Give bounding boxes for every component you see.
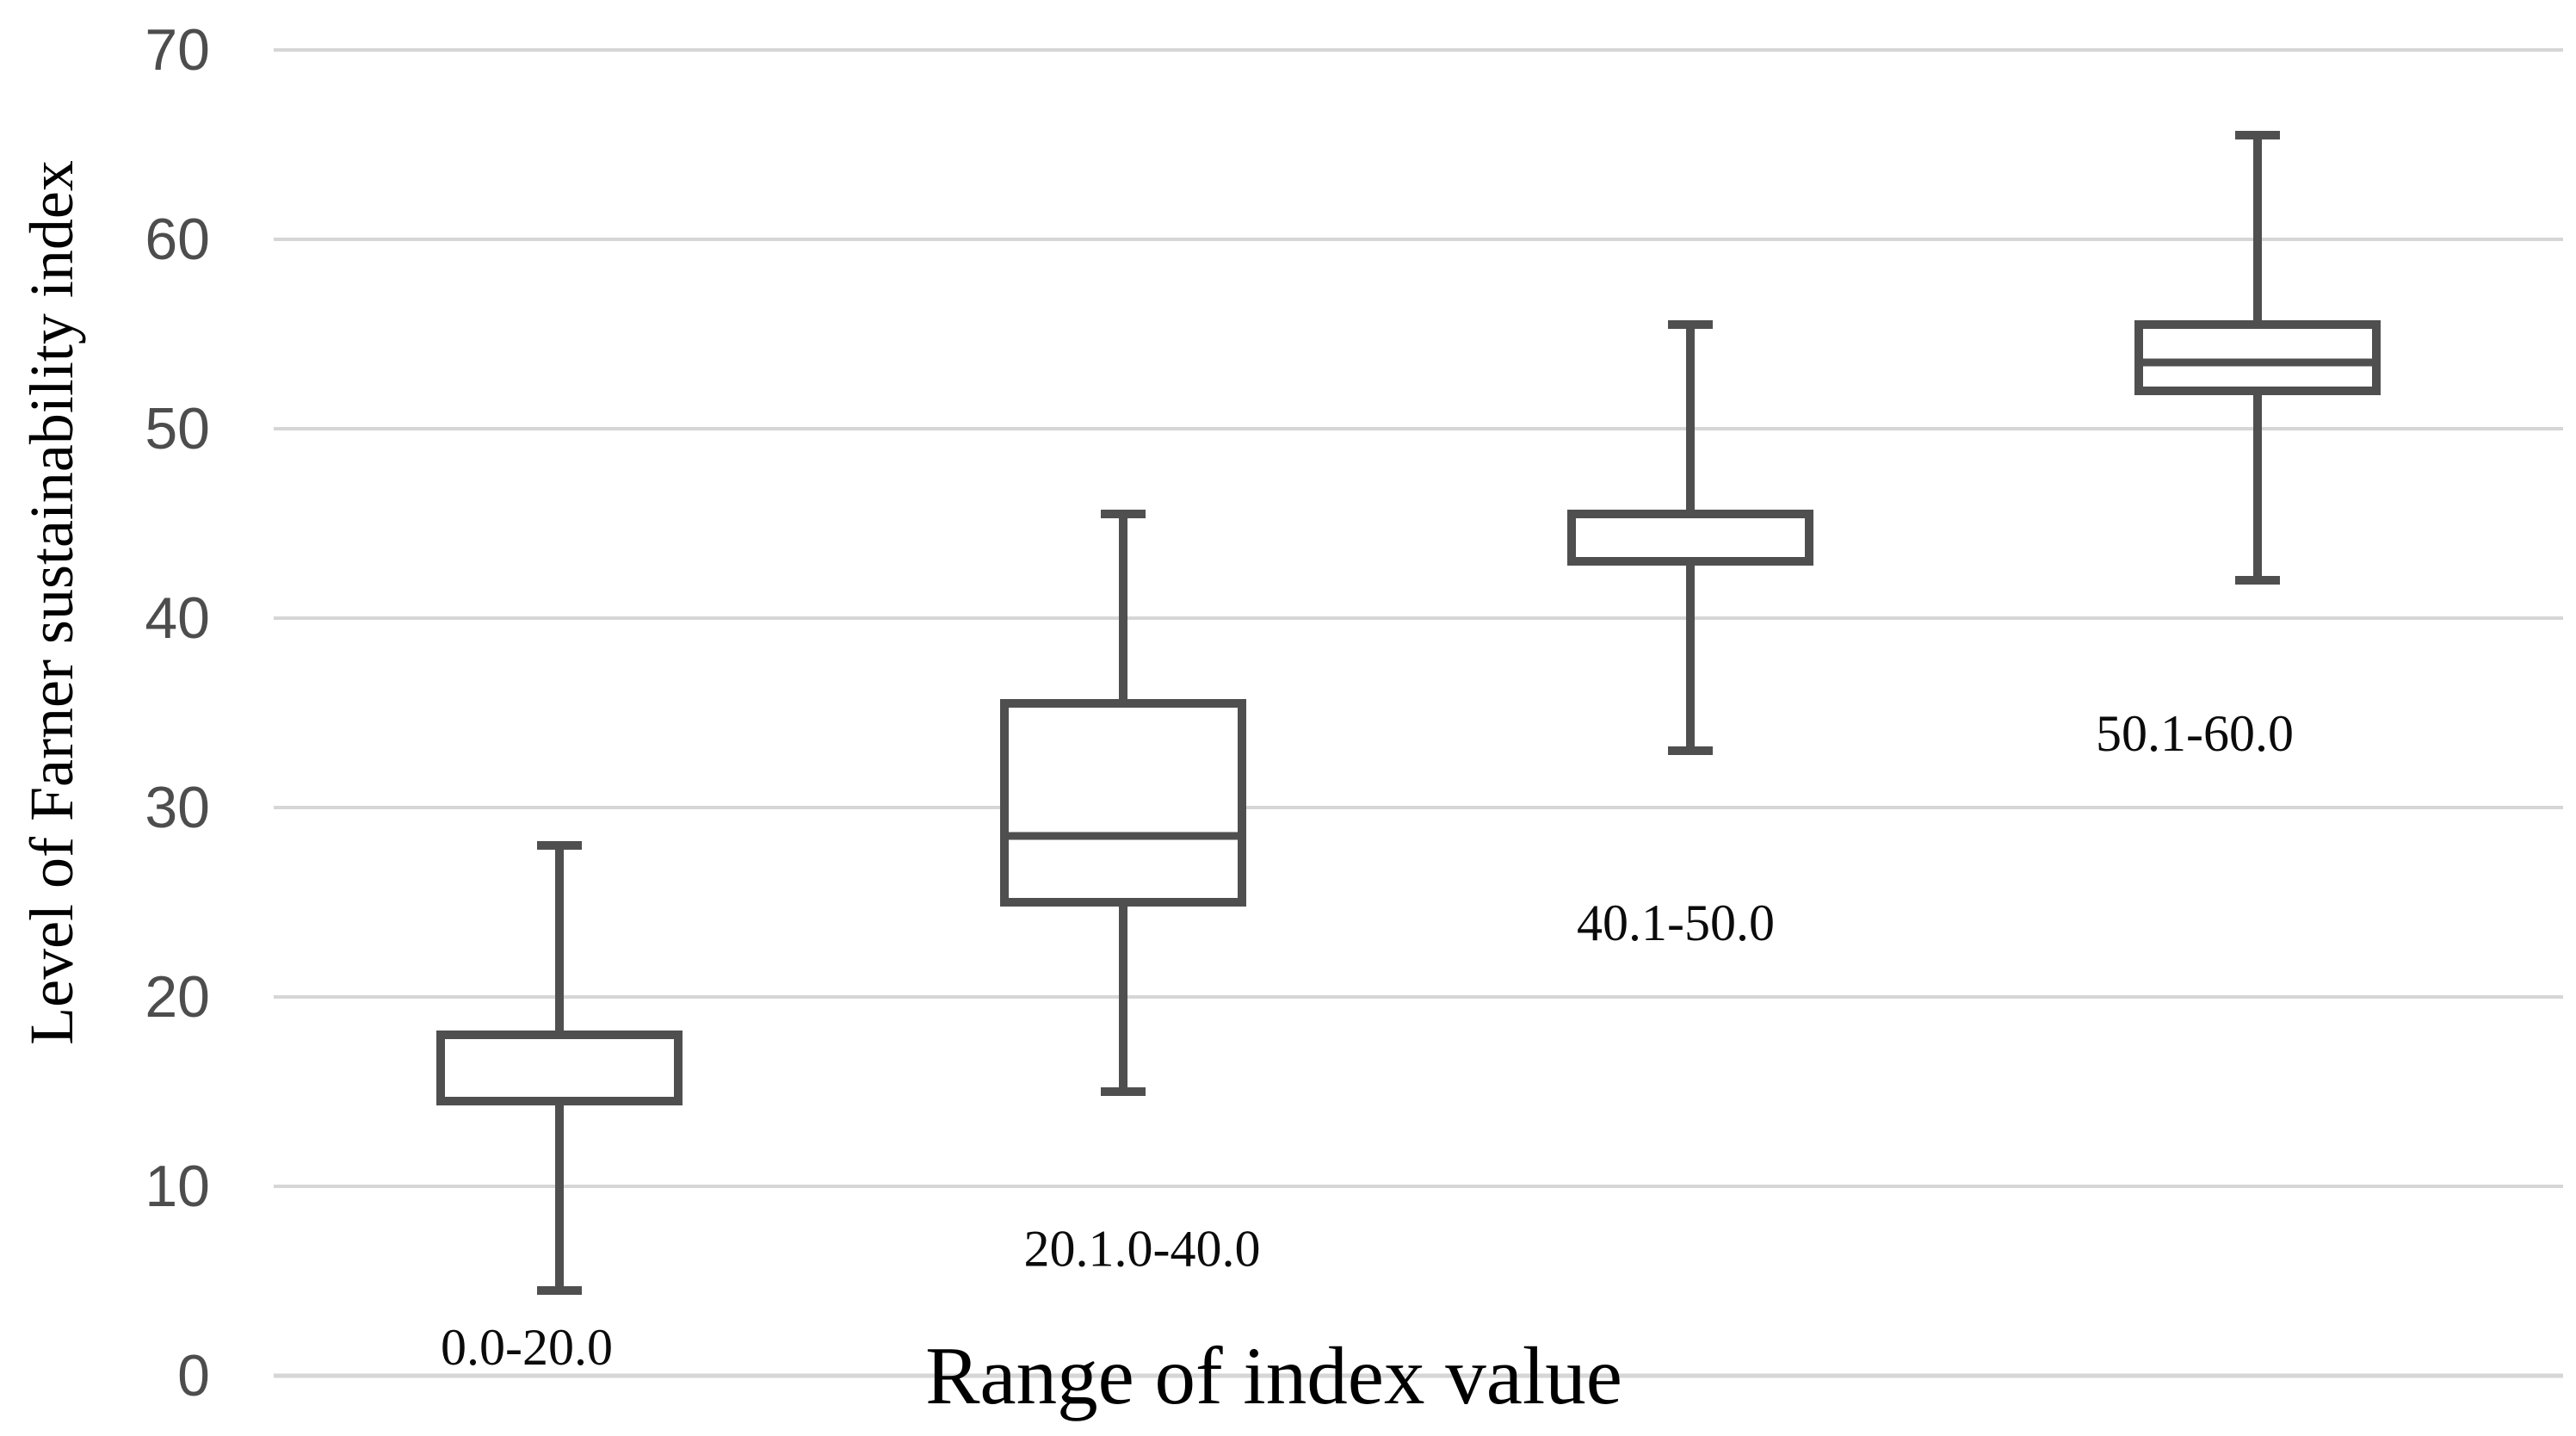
y-tick-label-50: 50 (145, 396, 210, 461)
box-series-4 (2134, 131, 2381, 585)
iqr-box (1000, 699, 1246, 907)
y-tick-label-40: 40 (145, 585, 210, 651)
y-tick-label-70: 70 (145, 17, 210, 83)
category-label-3: 40.1-50.0 (1577, 894, 1775, 951)
y-tick-label-60: 60 (145, 207, 210, 272)
box-series-1 (436, 841, 683, 1295)
box-series-3 (1567, 320, 1813, 755)
category-label-1: 0.0-20.0 (441, 1319, 613, 1376)
y-tick-label-10: 10 (145, 1154, 210, 1219)
iqr-box (436, 1031, 683, 1105)
y-tick-label-0: 0 (177, 1343, 210, 1408)
category-label-2: 20.1.0-40.0 (1024, 1221, 1261, 1278)
x-axis-title: Range of index value (925, 1330, 1622, 1421)
y-tick-label-20: 20 (145, 964, 210, 1030)
box-series-2 (1000, 510, 1246, 1096)
y-axis-title: Level of Farner sustainability index (17, 160, 86, 1045)
iqr-box (1567, 510, 1813, 566)
y-tick-label-30: 30 (145, 775, 210, 840)
iqr-box (2134, 320, 2381, 395)
category-label-4: 50.1-60.0 (2096, 705, 2294, 762)
